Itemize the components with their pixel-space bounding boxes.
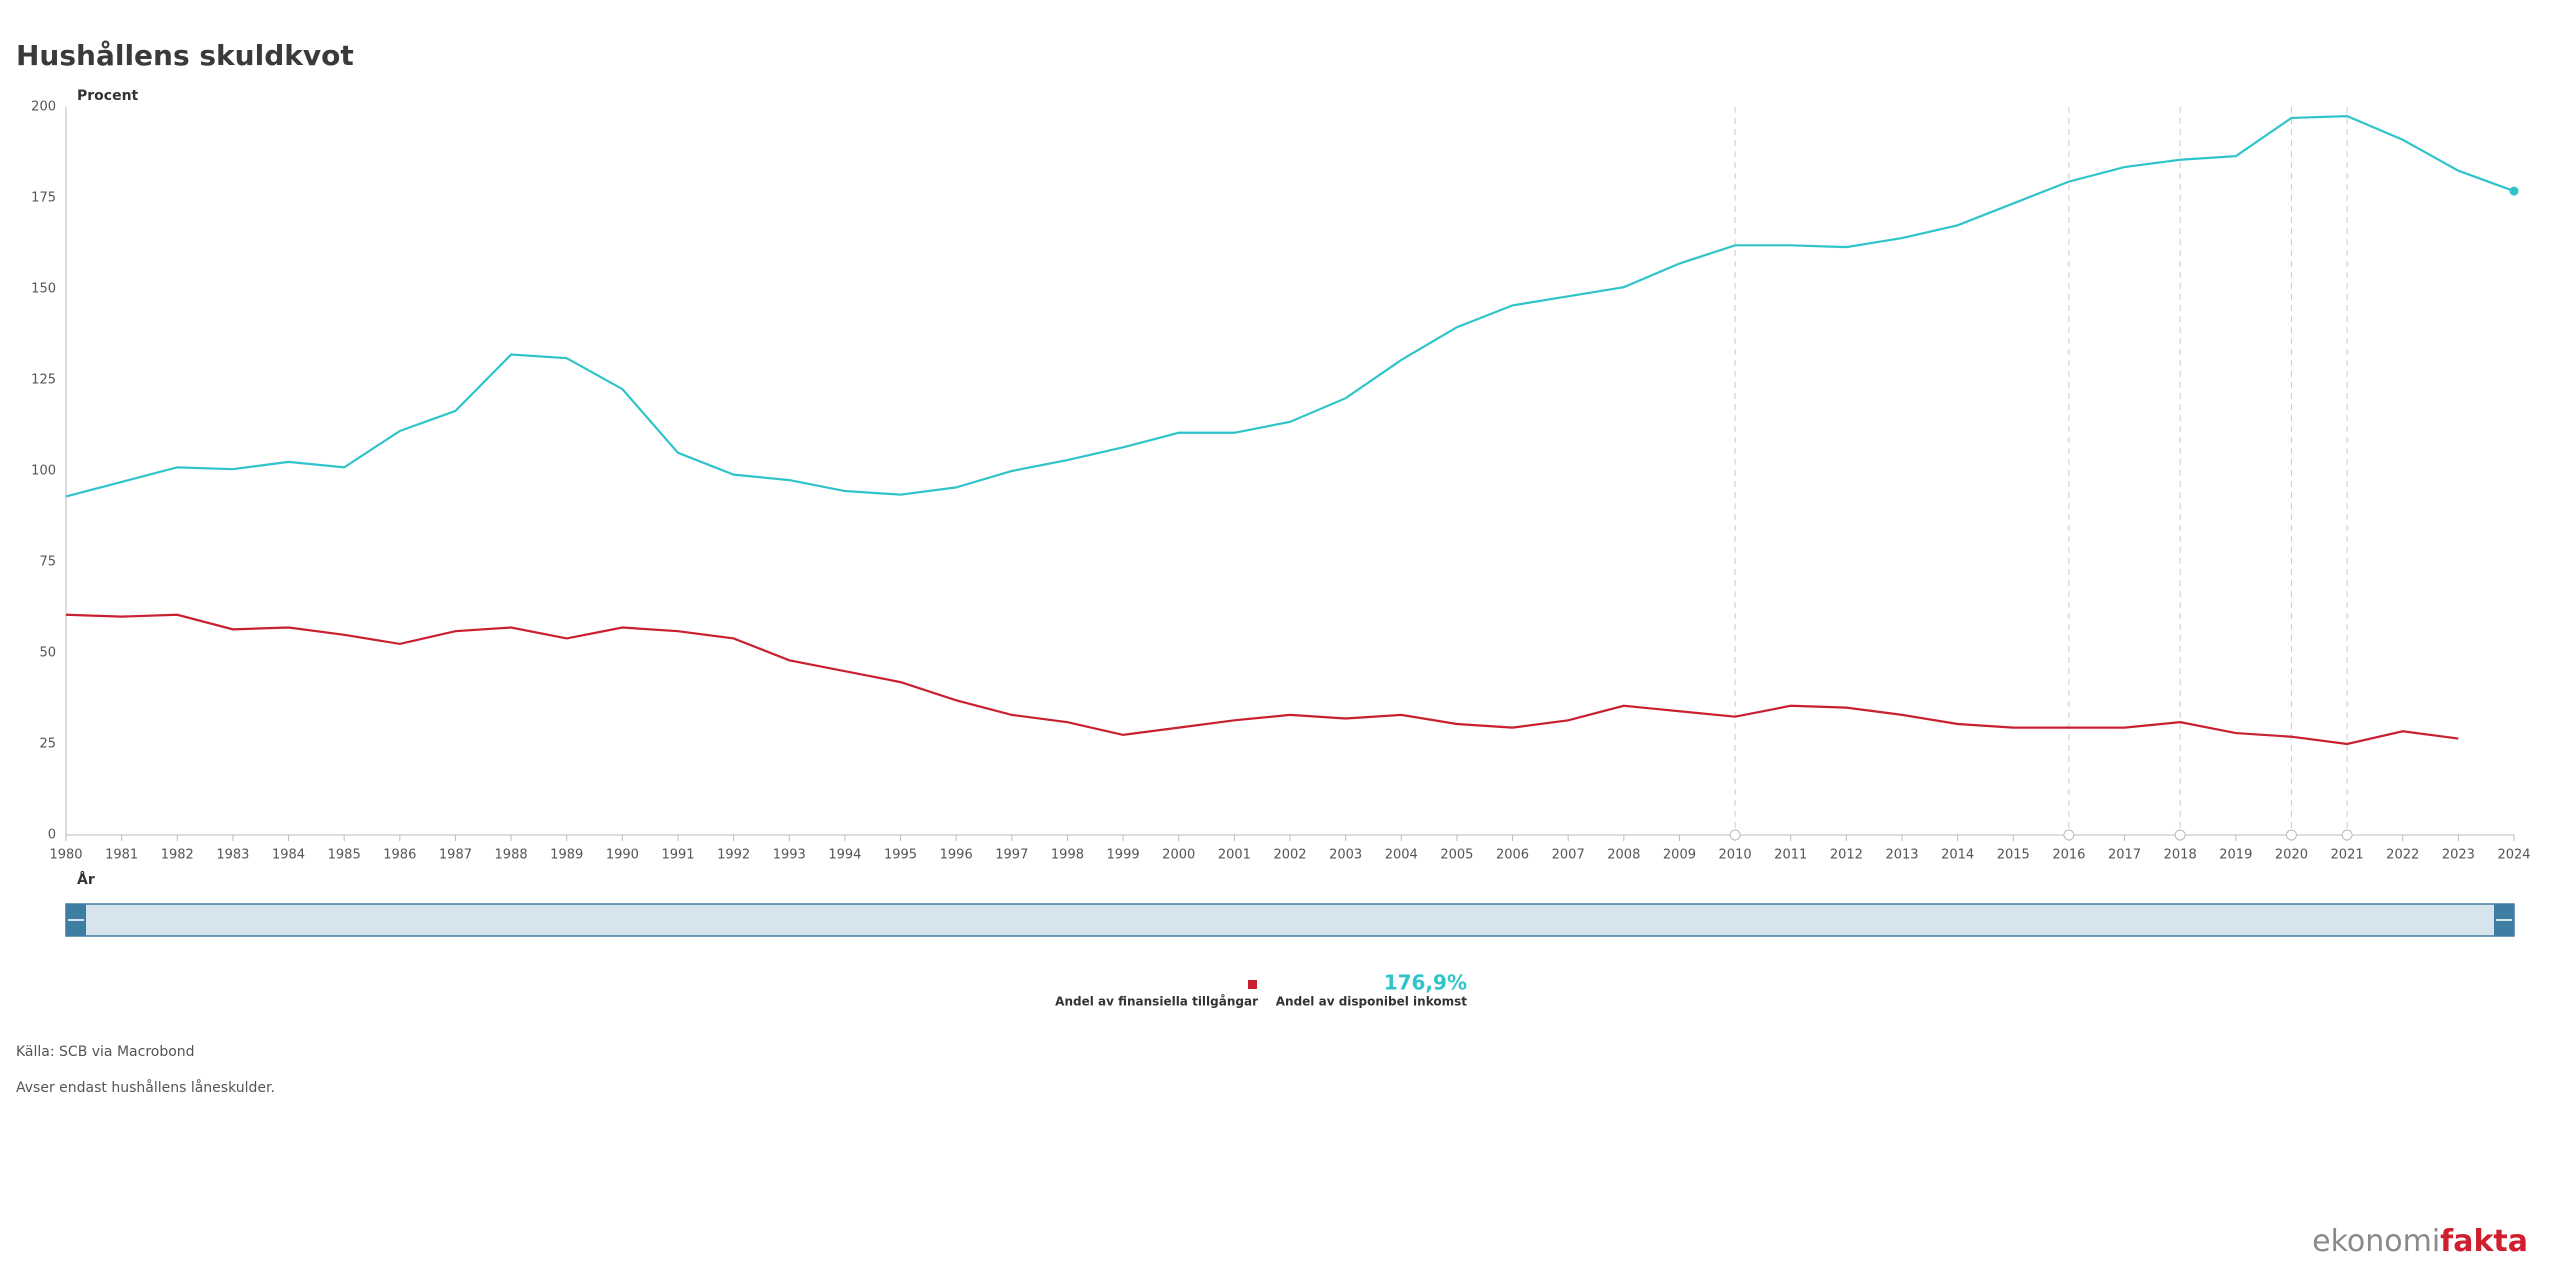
x-tick-label: 1998 bbox=[1051, 848, 1084, 863]
x-tick-label: 2021 bbox=[2331, 848, 2364, 863]
x-tick-label: 2006 bbox=[1496, 848, 1529, 863]
x-tick-label: 1991 bbox=[661, 848, 694, 863]
legend-value: 176,9% bbox=[1384, 971, 1467, 995]
x-tick-label: 2011 bbox=[1774, 848, 1807, 863]
x-tick-label: 2004 bbox=[1385, 848, 1418, 863]
x-tick-label: 2014 bbox=[1941, 848, 1974, 863]
x-tick-label: 2003 bbox=[1329, 848, 1362, 863]
x-tick-label: 2022 bbox=[2386, 848, 2419, 863]
x-tick-label: 2005 bbox=[1440, 848, 1473, 863]
navigator[interactable] bbox=[65, 903, 2515, 937]
x-tick-label: 1986 bbox=[383, 848, 416, 863]
x-tick-label: 1983 bbox=[216, 848, 249, 863]
x-tick-label: 2017 bbox=[2108, 848, 2141, 863]
x-tick-label: 2019 bbox=[2219, 848, 2252, 863]
x-tick-label: 1996 bbox=[940, 848, 973, 863]
y-tick-label: 75 bbox=[39, 555, 56, 570]
y-tick-label: 125 bbox=[31, 373, 56, 388]
event-marker bbox=[2341, 829, 2353, 841]
x-tick-label: 2016 bbox=[2052, 848, 2085, 863]
x-tick-label: 2008 bbox=[1607, 848, 1640, 863]
legend-label[interactable]: Andel av disponibel inkomst bbox=[1276, 995, 1468, 1009]
y-tick-label: 25 bbox=[39, 737, 56, 752]
x-tick-label: 2009 bbox=[1663, 848, 1696, 863]
x-tick-label: 1993 bbox=[773, 848, 806, 863]
legend-label[interactable]: Andel av finansiella tillgångar bbox=[1055, 995, 1258, 1009]
x-tick-label: 2000 bbox=[1162, 848, 1195, 863]
x-tick-label: 1981 bbox=[105, 848, 138, 863]
x-tick-label: 2020 bbox=[2275, 848, 2308, 863]
x-tick-label: 2010 bbox=[1719, 848, 1752, 863]
x-tick-label: 1992 bbox=[717, 848, 750, 863]
y-tick-label: 175 bbox=[31, 191, 56, 206]
y-tick-label: 150 bbox=[31, 282, 56, 297]
x-tick-label: 2012 bbox=[1830, 848, 1863, 863]
x-tick-label: 1997 bbox=[995, 848, 1028, 863]
event-marker bbox=[2174, 829, 2186, 841]
y-tick-label: 200 bbox=[31, 100, 56, 115]
x-tick-label: 2001 bbox=[1218, 848, 1251, 863]
x-tick-label: 2015 bbox=[1997, 848, 2030, 863]
y-tick-label: 0 bbox=[48, 828, 56, 843]
x-tick-label: 1982 bbox=[161, 848, 194, 863]
x-tick-label: 1987 bbox=[439, 848, 472, 863]
y-axis-label: Procent bbox=[77, 88, 139, 104]
navigator-range[interactable] bbox=[65, 903, 2515, 937]
chart-title: Hushållens skuldkvot bbox=[16, 39, 354, 72]
x-tick-label: 1995 bbox=[884, 848, 917, 863]
event-marker bbox=[2285, 829, 2297, 841]
x-tick-label: 2007 bbox=[1552, 848, 1585, 863]
legend-swatch bbox=[1248, 980, 1257, 989]
series-line bbox=[65, 114, 2515, 498]
end-point bbox=[2509, 186, 2519, 196]
x-tick-label: 2013 bbox=[1885, 848, 1918, 863]
source: Källa: SCB via Macrobond bbox=[16, 1044, 195, 1060]
series-line bbox=[65, 613, 2459, 746]
x-axis-label: År bbox=[77, 871, 95, 888]
x-tick-label: 2018 bbox=[2164, 848, 2197, 863]
logo-part: fakta bbox=[2440, 1224, 2528, 1259]
x-tick-label: 1990 bbox=[606, 848, 639, 863]
x-tick-label: 1988 bbox=[495, 848, 528, 863]
y-tick-label: 100 bbox=[31, 464, 56, 479]
x-tick-label: 1999 bbox=[1107, 848, 1140, 863]
x-tick-label: 1984 bbox=[272, 848, 305, 863]
event-marker bbox=[2063, 829, 2075, 841]
note: Avser endast hushållens låneskulder. bbox=[16, 1079, 275, 1096]
logo: ekonomifakta bbox=[2312, 1224, 2528, 1259]
x-tick-label: 2024 bbox=[2497, 848, 2530, 863]
x-tick-label: 1994 bbox=[828, 848, 861, 863]
x-tick-label: 1989 bbox=[550, 848, 583, 863]
x-tick-label: 2002 bbox=[1273, 848, 1306, 863]
x-tick-label: 1985 bbox=[328, 848, 361, 863]
x-tick-label: 2023 bbox=[2442, 848, 2475, 863]
event-marker bbox=[1729, 829, 1741, 841]
legend: Andel av finansiella tillgångar 176,9% A… bbox=[1055, 971, 1467, 1009]
y-tick-label: 50 bbox=[39, 646, 56, 661]
logo-part: ekonomi bbox=[2312, 1224, 2440, 1259]
x-tick-label: 1980 bbox=[49, 848, 82, 863]
